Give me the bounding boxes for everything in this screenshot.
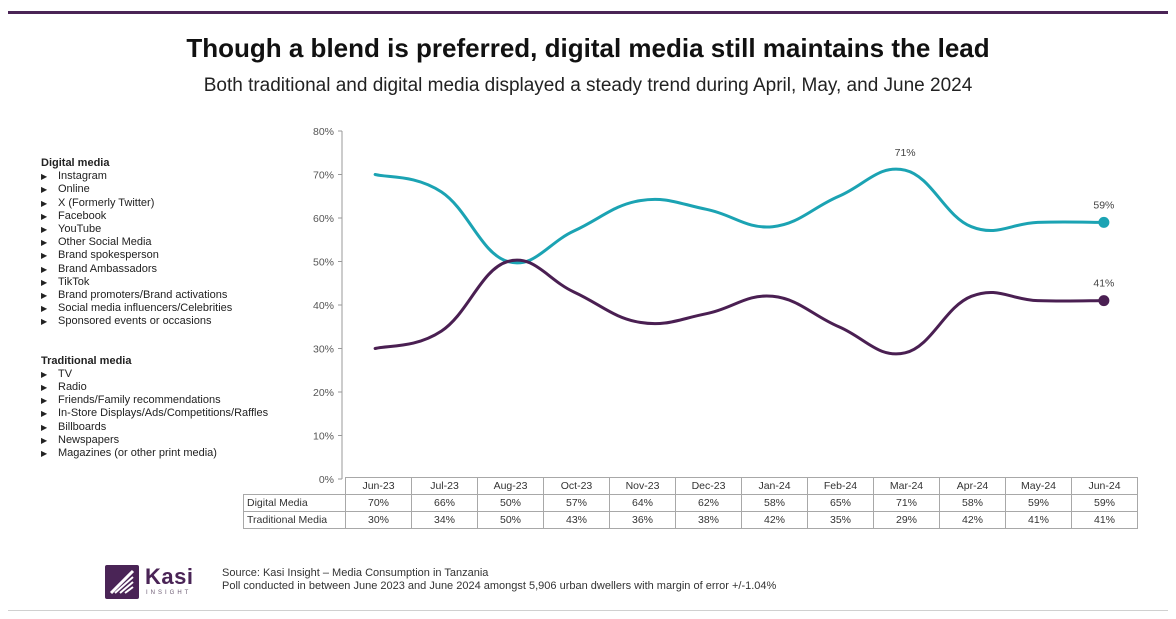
table-cell: 65% bbox=[807, 494, 874, 512]
legend-item: Newspapers bbox=[41, 434, 268, 447]
data-label: 41% bbox=[1093, 278, 1114, 290]
x-tick-label: Aug-23 bbox=[477, 477, 544, 495]
kasi-logo-icon bbox=[105, 565, 139, 599]
table-cell: 58% bbox=[741, 494, 808, 512]
x-tick-label: Jul-23 bbox=[411, 477, 478, 495]
y-tick-label: 70% bbox=[313, 170, 334, 182]
table-cell: 30% bbox=[345, 511, 412, 529]
media-legend: Digital media InstagramOnlineX (Formerly… bbox=[41, 157, 268, 460]
data-label: 59% bbox=[1093, 199, 1114, 211]
x-tick-label: Mar-24 bbox=[873, 477, 940, 495]
x-tick-label: Apr-24 bbox=[939, 477, 1006, 495]
legend-list: InstagramOnlineX (Formerly Twitter)Faceb… bbox=[41, 170, 268, 329]
source-line-2: Poll conducted in between June 2023 and … bbox=[222, 580, 777, 592]
legend-item: Instagram bbox=[41, 170, 268, 183]
table-cell: 35% bbox=[807, 511, 874, 529]
table-cell: 58% bbox=[939, 494, 1006, 512]
x-tick-label: May-24 bbox=[1005, 477, 1072, 495]
legend-item: Brand promoters/Brand activations bbox=[41, 289, 268, 302]
table-cell: 50% bbox=[477, 494, 544, 512]
y-tick-label: 60% bbox=[313, 213, 334, 225]
logo-word: Kasi bbox=[145, 564, 194, 589]
legend-item: Brand Ambassadors bbox=[41, 263, 268, 276]
legend-group-title: Traditional media bbox=[41, 354, 132, 367]
table-cell: 66% bbox=[411, 494, 478, 512]
table-cell: 59% bbox=[1005, 494, 1072, 512]
table-cell: 62% bbox=[675, 494, 742, 512]
y-tick-label: 40% bbox=[313, 300, 334, 312]
legend-item: Social media influencers/Celebrities bbox=[41, 302, 268, 315]
table-row: Digital Media 70% 66% 50% 57% 64% 62% 58% 65% 71%… bbox=[243, 494, 1138, 512]
logo: Kasi INSIGHT bbox=[105, 563, 215, 603]
table-cell: 57% bbox=[543, 494, 610, 512]
x-tick-label: Dec-23 bbox=[675, 477, 742, 495]
x-tick-label: Jan-24 bbox=[741, 477, 808, 495]
legend-item: YouTube bbox=[41, 223, 268, 236]
legend-item: Online bbox=[41, 183, 268, 196]
legend-list: TVRadioFriends/Family recommendationsIn-… bbox=[41, 368, 268, 461]
table-cell: 38% bbox=[675, 511, 742, 529]
y-tick-label: 30% bbox=[313, 344, 334, 356]
data-table: Jun-23 Jul-23 Aug-23 Oct-23 Nov-23 Dec-23 Jan-… bbox=[243, 477, 1138, 529]
x-tick-label: Jun-24 bbox=[1071, 477, 1138, 495]
legend-item: Magazines (or other print media) bbox=[41, 447, 268, 460]
legend-item: TV bbox=[41, 368, 268, 381]
table-cell: 41% bbox=[1071, 511, 1138, 529]
legend-item: Other Social Media bbox=[41, 236, 268, 249]
table-cell: 50% bbox=[477, 511, 544, 529]
table-cell: 43% bbox=[543, 511, 610, 529]
y-tick-label: 20% bbox=[313, 387, 334, 399]
legend-item: Sponsored events or occasions bbox=[41, 315, 268, 328]
legend-item: In-Store Displays/Ads/Competitions/Raffl… bbox=[41, 407, 268, 420]
table-cell: 34% bbox=[411, 511, 478, 529]
table-cell: 41% bbox=[1005, 511, 1072, 529]
table-row: Traditional Media 30% 34% 50% 43% 36% 38% 42% 35… bbox=[243, 511, 1138, 529]
x-tick-label: Oct-23 bbox=[543, 477, 610, 495]
table-row-label: Digital Media bbox=[243, 494, 346, 512]
table-cell: 70% bbox=[345, 494, 412, 512]
y-tick-label: 80% bbox=[313, 126, 334, 138]
legend-item: Billboards bbox=[41, 421, 268, 434]
traditional-media-line bbox=[373, 258, 1106, 356]
page-title: Though a blend is preferred, digital med… bbox=[186, 33, 990, 63]
x-tick-label: Jun-23 bbox=[345, 477, 412, 495]
table-row-label: Traditional Media bbox=[243, 511, 346, 529]
table-cell: 42% bbox=[741, 511, 808, 529]
page-subtitle: Both traditional and digital media displ… bbox=[203, 75, 973, 96]
legend-item: Brand spokesperson bbox=[41, 249, 268, 262]
logo-tagline: INSIGHT bbox=[146, 590, 192, 596]
legend-group-digital: Digital media InstagramOnlineX (Formerly… bbox=[41, 157, 268, 329]
legend-item: X (Formerly Twitter) bbox=[41, 197, 268, 210]
legend-item: TikTok bbox=[41, 276, 268, 289]
x-tick-label: Feb-24 bbox=[807, 477, 874, 495]
bottom-rule bbox=[8, 610, 1168, 611]
table-cell: 64% bbox=[609, 494, 676, 512]
legend-item: Radio bbox=[41, 381, 268, 394]
top-rule bbox=[8, 11, 1168, 14]
data-label: 71% bbox=[895, 147, 916, 159]
table-corner bbox=[244, 478, 346, 495]
x-tick-label: Nov-23 bbox=[609, 477, 676, 495]
legend-item: Friends/Family recommendations bbox=[41, 394, 268, 407]
digital-media-line bbox=[373, 167, 1106, 265]
source-note: Source: Kasi Insight – Media Consumption… bbox=[222, 567, 776, 593]
table-cell: 59% bbox=[1071, 494, 1138, 512]
legend-group-traditional: Traditional media TVRadioFriends/Family … bbox=[41, 355, 268, 461]
legend-item: Facebook bbox=[41, 210, 268, 223]
table-cell: 29% bbox=[873, 511, 940, 529]
y-tick-label: 50% bbox=[313, 257, 334, 269]
table-header-row: Jun-23 Jul-23 Aug-23 Oct-23 Nov-23 Dec-23 Jan-… bbox=[244, 477, 1138, 495]
digital-media-end-point bbox=[1098, 216, 1110, 228]
y-tick-label: 10% bbox=[313, 431, 334, 443]
source-line-1: Source: Kasi Insight – Media Consumption… bbox=[222, 567, 489, 579]
traditional-media-end-point bbox=[1098, 295, 1110, 307]
legend-group-title: Digital media bbox=[41, 157, 110, 169]
table-cell: 71% bbox=[873, 494, 940, 512]
table-cell: 42% bbox=[939, 511, 1006, 529]
table-cell: 36% bbox=[609, 511, 676, 529]
y-tick-label: 0% bbox=[319, 474, 334, 486]
